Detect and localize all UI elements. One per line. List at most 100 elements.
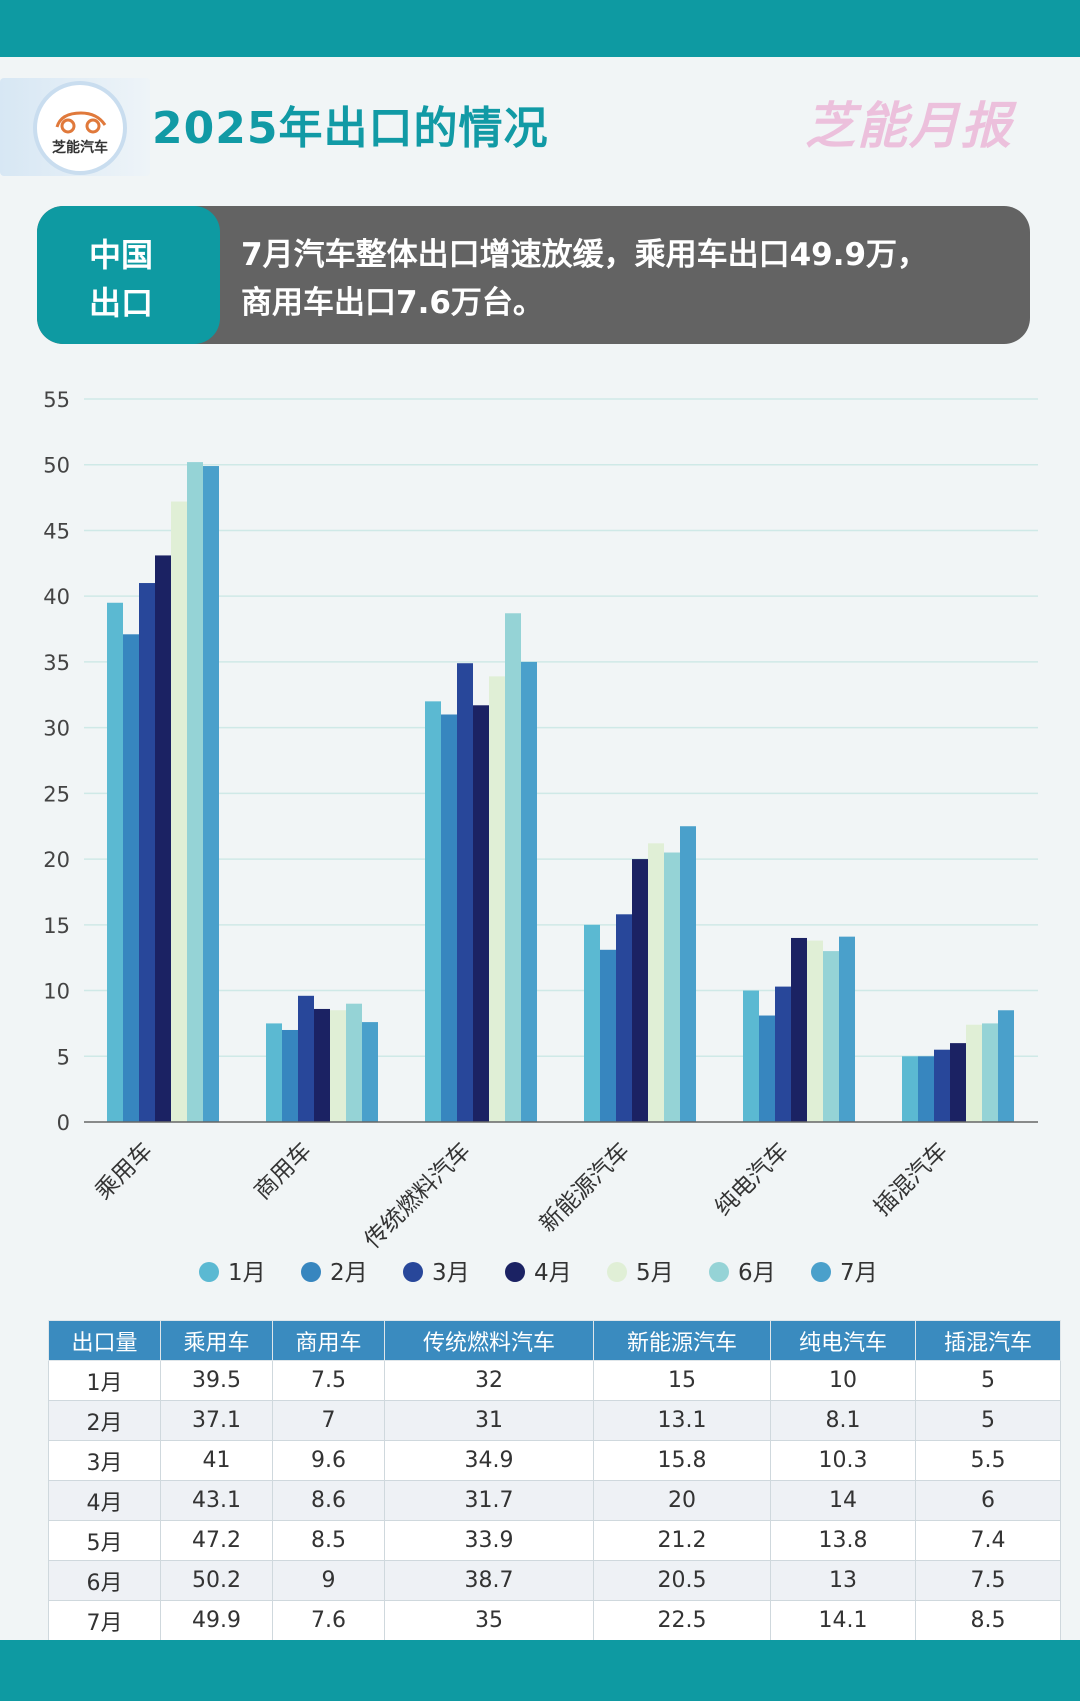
bar bbox=[521, 661, 537, 1122]
table-cell: 32 bbox=[384, 1360, 594, 1401]
x-category-label: 纯电汽车 bbox=[710, 1138, 793, 1221]
bar bbox=[966, 1024, 982, 1122]
table-cell: 8.6 bbox=[272, 1480, 385, 1521]
bar bbox=[664, 852, 680, 1122]
bar bbox=[314, 1008, 330, 1122]
legend-label: 5月 bbox=[636, 1260, 674, 1286]
table-cell: 8.1 bbox=[770, 1400, 916, 1441]
bar bbox=[139, 583, 155, 1122]
table-cell: 9 bbox=[272, 1560, 385, 1601]
table-cell: 22.5 bbox=[593, 1600, 771, 1641]
bar bbox=[600, 949, 616, 1122]
table-cell: 14.1 bbox=[770, 1600, 916, 1641]
table-cell: 3月 bbox=[48, 1440, 161, 1481]
bar bbox=[489, 676, 505, 1122]
bar bbox=[823, 951, 839, 1122]
legend-label: 2月 bbox=[330, 1260, 368, 1286]
table-row: 5月 47.2 8.5 33.9 21.2 13.8 7.4 bbox=[48, 1520, 1061, 1561]
bar bbox=[330, 1010, 346, 1122]
legend-swatch bbox=[403, 1262, 423, 1282]
banner-tag-line2: 出口 bbox=[89, 284, 154, 322]
table-cell: 20.5 bbox=[593, 1560, 771, 1601]
legend-label: 6月 bbox=[738, 1260, 776, 1286]
summary-banner: 中国 出口 7月汽车整体出口增速放缓，乘用车出口49.9万， 商用车出口7.6万… bbox=[37, 206, 1030, 344]
legend-label: 3月 bbox=[432, 1260, 470, 1286]
bar bbox=[584, 924, 600, 1122]
table-row: 7月 49.9 7.6 35 22.5 14.1 8.5 bbox=[48, 1600, 1061, 1641]
bar bbox=[266, 1023, 282, 1122]
legend-swatch bbox=[505, 1262, 525, 1282]
x-category-label: 传统燃料汽车 bbox=[360, 1138, 476, 1254]
table-cell: 14 bbox=[770, 1480, 916, 1521]
page-title: 2025年出口的情况 bbox=[152, 103, 549, 154]
table-cell: 7月 bbox=[48, 1600, 161, 1641]
bar bbox=[505, 613, 521, 1122]
table-cell: 5 bbox=[915, 1360, 1061, 1401]
bar bbox=[282, 1029, 298, 1122]
table-cell: 39.5 bbox=[160, 1360, 273, 1401]
bar bbox=[425, 701, 441, 1122]
y-tick-label: 15 bbox=[43, 914, 70, 938]
table-row: 4月 43.1 8.6 31.7 20 14 6 bbox=[48, 1480, 1061, 1521]
bar bbox=[743, 990, 759, 1122]
bar bbox=[998, 1010, 1014, 1122]
bar bbox=[346, 1003, 362, 1122]
bottom-band bbox=[0, 1640, 1080, 1701]
table-cell: 7.6 bbox=[272, 1600, 385, 1641]
y-tick-label: 10 bbox=[43, 980, 70, 1004]
y-tick-label: 30 bbox=[43, 717, 70, 741]
table-cell: 50.2 bbox=[160, 1560, 273, 1601]
table-row: 6月 50.2 9 38.7 20.5 13 7.5 bbox=[48, 1560, 1061, 1601]
table-header-row: 出口量 乘用车 商用车 传统燃料汽车 新能源汽车 纯电汽车 插混汽车 bbox=[48, 1320, 1061, 1361]
table-cell: 21.2 bbox=[593, 1520, 771, 1561]
table-header-cell: 纯电汽车 bbox=[770, 1320, 916, 1361]
table-cell: 8.5 bbox=[915, 1600, 1061, 1641]
bar bbox=[934, 1049, 950, 1122]
table-cell: 4月 bbox=[48, 1480, 161, 1521]
banner-text-line2: 商用车出口7.6万台。 bbox=[241, 285, 544, 321]
bar bbox=[759, 1015, 775, 1122]
table-row: 2月 37.1 7 31 13.1 8.1 5 bbox=[48, 1400, 1061, 1441]
table-cell: 31.7 bbox=[384, 1480, 594, 1521]
table-row: 3月 41 9.6 34.9 15.8 10.3 5.5 bbox=[48, 1440, 1061, 1481]
legend-swatch bbox=[301, 1262, 321, 1282]
data-table: 出口量 乘用车 商用车 传统燃料汽车 新能源汽车 纯电汽车 插混汽车 1月 39.5 7.5 32… bbox=[48, 1320, 1061, 1641]
y-tick-label: 20 bbox=[43, 848, 70, 872]
table-cell: 7.5 bbox=[915, 1560, 1061, 1601]
top-band bbox=[0, 0, 1080, 57]
bar bbox=[632, 859, 648, 1122]
bar bbox=[362, 1022, 378, 1122]
x-category-label: 乘用车 bbox=[91, 1138, 158, 1205]
table-cell: 7.4 bbox=[915, 1520, 1061, 1561]
bar bbox=[473, 705, 489, 1122]
bar bbox=[616, 914, 632, 1122]
car-icon bbox=[55, 111, 107, 134]
table-cell: 47.2 bbox=[160, 1520, 273, 1561]
table-cell: 1月 bbox=[48, 1360, 161, 1401]
y-tick-label: 45 bbox=[43, 519, 70, 543]
table-cell: 5 bbox=[915, 1400, 1061, 1441]
bar bbox=[171, 501, 187, 1122]
table-cell: 6月 bbox=[48, 1560, 161, 1601]
table-row: 1月 39.5 7.5 32 15 10 5 bbox=[48, 1360, 1061, 1401]
table-cell: 35 bbox=[384, 1600, 594, 1641]
banner-tag: 中国 出口 bbox=[37, 206, 220, 344]
bar bbox=[441, 714, 457, 1122]
table-cell: 8.5 bbox=[272, 1520, 385, 1561]
y-tick-label: 50 bbox=[43, 454, 70, 478]
bar bbox=[807, 940, 823, 1122]
table-cell: 9.6 bbox=[272, 1440, 385, 1481]
bar bbox=[680, 826, 696, 1122]
bar bbox=[203, 466, 219, 1122]
table-cell: 5月 bbox=[48, 1520, 161, 1561]
table-cell: 43.1 bbox=[160, 1480, 273, 1521]
table-header-cell: 乘用车 bbox=[160, 1320, 273, 1361]
legend-label: 4月 bbox=[534, 1260, 572, 1286]
table-cell: 13.1 bbox=[593, 1400, 771, 1441]
y-tick-label: 35 bbox=[43, 651, 70, 675]
table-cell: 13.8 bbox=[770, 1520, 916, 1561]
bar bbox=[107, 602, 123, 1122]
y-tick-label: 0 bbox=[57, 1111, 70, 1135]
table-cell: 7.5 bbox=[272, 1360, 385, 1401]
bar bbox=[791, 937, 807, 1122]
